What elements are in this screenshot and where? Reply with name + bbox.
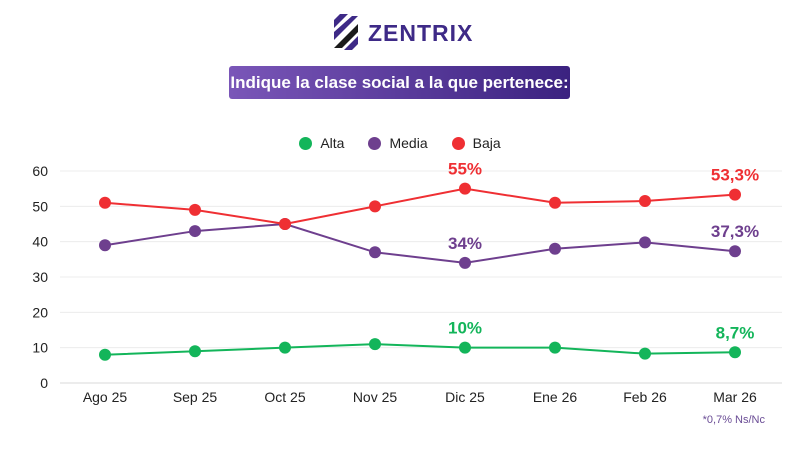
data-label-baja: 53,3%	[711, 166, 759, 185]
x-tick-label: Sep 25	[173, 389, 218, 405]
data-point-media	[549, 242, 561, 255]
data-point-baja	[369, 200, 381, 213]
logo: ZENTRIX	[330, 14, 473, 52]
series-line-media	[104, 222, 736, 264]
data-point-baja	[729, 188, 741, 201]
x-tick-label: Ene 26	[533, 389, 578, 405]
y-tick-label: 0	[40, 375, 48, 391]
data-point-media	[369, 246, 381, 259]
data-point-alta	[729, 346, 741, 359]
legend-label: Baja	[472, 135, 501, 151]
data-point-alta	[639, 347, 651, 360]
legend-item-alta: Alta	[299, 135, 344, 151]
y-tick-label: 50	[32, 198, 48, 214]
data-point-baja	[279, 218, 291, 230]
y-tick-label: 40	[32, 234, 48, 250]
x-tick-label: Oct 25	[264, 389, 305, 405]
data-point-alta	[99, 348, 111, 361]
legend-marker-icon	[368, 136, 382, 150]
series-line-alta	[104, 343, 736, 356]
data-point-alta	[369, 338, 381, 351]
data-point-media	[639, 236, 651, 249]
data-point-media	[189, 225, 201, 238]
x-tick-label: Nov 25	[353, 389, 398, 405]
x-tick-label: Ago 25	[83, 389, 128, 405]
data-label-baja: 55%	[448, 160, 482, 179]
data-point-baja	[99, 196, 111, 209]
data-point-baja	[639, 195, 651, 208]
y-tick-label: 60	[32, 163, 48, 179]
legend-label: Media	[389, 135, 428, 151]
footnote: *0,7% Ns/Nc	[702, 414, 765, 426]
x-tick-label: Dic 25	[445, 389, 485, 405]
data-label-alta: 8,7%	[716, 323, 755, 342]
legend-item-baja: Baja	[451, 135, 501, 151]
data-point-alta	[279, 341, 291, 354]
data-point-baja	[189, 203, 201, 216]
legend-item-media: Media	[368, 135, 428, 151]
series-line-baja	[104, 187, 736, 226]
x-tick-label: Feb 26	[623, 389, 667, 405]
data-point-media	[729, 245, 741, 258]
x-tick-label: Mar 26	[713, 389, 757, 405]
data-point-media	[459, 256, 471, 269]
legend-marker-icon	[299, 136, 313, 150]
chart-title: Indique la clase social a la que pertene…	[229, 66, 570, 99]
data-label-media: 37,3%	[711, 222, 759, 241]
y-tick-label: 10	[32, 340, 48, 356]
data-label-alta: 10%	[448, 319, 482, 338]
data-point-alta	[459, 341, 471, 354]
legend-label: Alta	[320, 135, 345, 151]
zentrix-logo-icon	[334, 14, 358, 50]
data-point-alta	[189, 345, 201, 358]
data-point-baja	[549, 196, 561, 209]
data-point-alta	[549, 341, 561, 354]
legend-marker-icon	[451, 136, 465, 150]
y-tick-label: 20	[32, 304, 48, 320]
data-point-media	[99, 239, 111, 252]
data-point-baja	[459, 182, 471, 195]
legend: Alta Media Baja	[0, 135, 800, 151]
data-label-media: 34%	[448, 234, 482, 253]
brand-name: ZENTRIX	[368, 19, 474, 46]
y-tick-label: 30	[32, 269, 48, 285]
